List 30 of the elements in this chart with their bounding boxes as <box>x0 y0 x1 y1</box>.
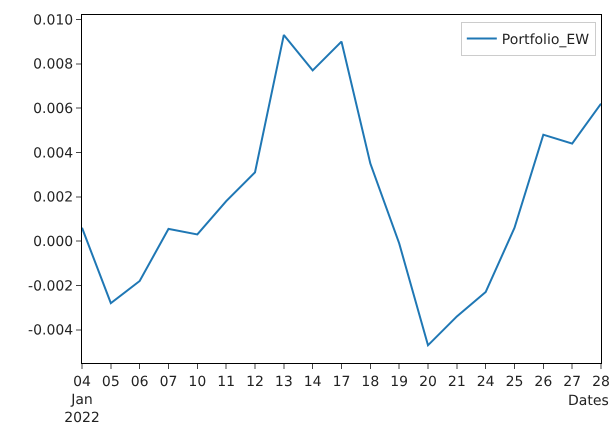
x-tick-label: 19 <box>390 374 408 390</box>
x-axis-title: Dates <box>568 393 609 409</box>
y-tick-label: -0.004 <box>28 322 74 339</box>
x-tick-label: 05 <box>102 374 120 390</box>
x-tick-label: 11 <box>217 374 236 390</box>
x-tick-label: 20 <box>419 374 437 390</box>
legend-label: Portfolio_EW <box>502 32 590 48</box>
y-tick-label: 0.002 <box>33 190 74 206</box>
x-tick-label: 12 <box>246 374 264 390</box>
y-tick-label: 0.000 <box>33 234 74 250</box>
x-tick-label: 21 <box>448 374 466 390</box>
y-tick-label: 0.008 <box>33 56 74 73</box>
line-series <box>82 34 601 346</box>
x-tick-label: 28 <box>592 374 610 390</box>
x-tick-label: 27 <box>563 374 582 390</box>
x-tick-label: 13 <box>274 374 293 390</box>
x-tick-label: 24 <box>476 374 495 390</box>
x-tick-label: 06 <box>130 374 149 390</box>
y-tick-label: 0.004 <box>33 145 74 162</box>
x-tick-label: 17 <box>332 374 350 390</box>
y-tick-label: -0.002 <box>28 278 74 294</box>
x-tick-label: 14 <box>304 374 322 390</box>
x-tick-label: 26 <box>534 374 552 390</box>
x-tick-label: 25 <box>506 374 524 390</box>
x-tick-label: 04 Jan 2022 <box>64 374 100 426</box>
y-tick-label: 0.010 <box>33 12 74 28</box>
x-tick-label: 10 <box>188 374 206 390</box>
x-tick-label: 07 <box>160 374 178 390</box>
y-tick-label: 0.006 <box>33 101 74 117</box>
x-tick-label: 18 <box>361 374 380 390</box>
